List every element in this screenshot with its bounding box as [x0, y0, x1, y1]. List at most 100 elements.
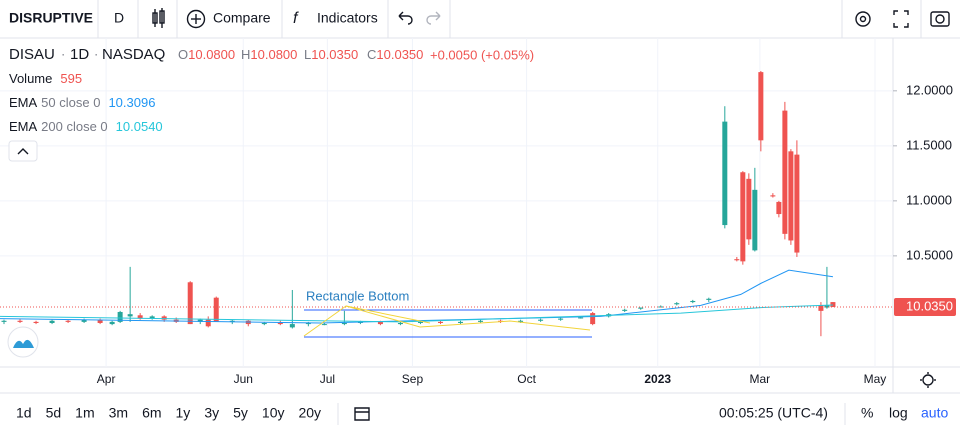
ohlc-item: H10.0800: [241, 47, 297, 62]
candle-body: [558, 318, 564, 320]
candle-body: [161, 316, 167, 320]
collapse-legend[interactable]: [8, 140, 38, 162]
ohlc-value: 10.0350: [376, 47, 423, 62]
range-button[interactable]: 5d: [46, 405, 62, 421]
collapse-arrow: [17, 148, 29, 155]
study-legend: EMA 200 close 0 10.0540: [9, 119, 163, 134]
logo[interactable]: [7, 326, 39, 358]
candle-body: [758, 72, 764, 141]
x-tick-label: May: [864, 372, 887, 386]
log-toggle[interactable]: log: [889, 405, 908, 421]
candle-body: [187, 282, 193, 325]
x-tick-label: 2023: [644, 372, 671, 386]
ohlc-value: 10.0800: [188, 47, 235, 62]
range-button[interactable]: 1y: [176, 405, 191, 421]
ohlc-label: H: [241, 47, 250, 62]
candles-icon[interactable]: [152, 8, 165, 28]
compare-icon[interactable]: [186, 9, 206, 29]
candle-body: [417, 321, 423, 323]
candle-body: [197, 319, 203, 322]
candle-body: [478, 320, 484, 322]
candle-body: [261, 322, 267, 325]
annotation: Rectangle Bottom: [306, 288, 409, 303]
candle-body: [578, 317, 584, 319]
axis-settings[interactable]: [920, 372, 936, 388]
candle-body: [746, 178, 752, 240]
redo[interactable]: [426, 11, 441, 25]
legend-change: +0.0050 (+0.05%): [430, 47, 534, 62]
candle-body: [818, 305, 824, 311]
study-legend: EMA 50 close 0 10.3096: [9, 95, 155, 110]
fx-icon[interactable]: f: [293, 10, 299, 27]
study-params: 200 close 0: [41, 119, 108, 134]
auto-toggle[interactable]: auto: [921, 405, 948, 421]
study-value: 10.3096: [108, 95, 155, 110]
candle-body: [65, 320, 71, 322]
range-button[interactable]: 3y: [204, 405, 219, 421]
range-button[interactable]: 5y: [233, 405, 248, 421]
candle-body: [638, 307, 644, 309]
candle-body: [830, 302, 836, 308]
fullscreen[interactable]: [893, 10, 909, 28]
candle-body: [377, 321, 383, 325]
candle-body: [149, 316, 155, 319]
study-value: 10.0540: [116, 119, 163, 134]
ema-line: [0, 269, 834, 324]
undo[interactable]: [398, 11, 413, 25]
x-tick-label: Sep: [402, 372, 424, 386]
study-name: Volume: [9, 71, 52, 86]
legend: DISAU · 1D · NASDAQ +0.0050 (+0.05%) O10…: [9, 46, 534, 134]
settings[interactable]: [855, 11, 871, 27]
percent-toggle[interactable]: %: [861, 405, 873, 421]
range-button[interactable]: 3m: [109, 405, 128, 421]
logo-mark: [13, 339, 34, 348]
range-button[interactable]: 1m: [75, 405, 94, 421]
rectangle-drawing: Rectangle Bottom: [303, 288, 592, 338]
candle-body: [734, 259, 740, 261]
candle-body: [1, 320, 7, 322]
x-tick-label: Mar: [750, 372, 771, 386]
ohlc-value: 10.0350: [311, 47, 358, 62]
candle-body: [137, 315, 143, 319]
range-button[interactable]: 1d: [16, 405, 32, 421]
candle-body: [33, 321, 39, 323]
candle-body: [81, 319, 87, 322]
ohlc-label: C: [367, 47, 376, 62]
x-tick-label: Oct: [517, 372, 536, 386]
study-value: 595: [60, 71, 82, 86]
compare[interactable]: Compare: [213, 10, 271, 26]
candle-body: [397, 322, 403, 325]
symbol[interactable]: DISRUPTIVE: [9, 10, 93, 26]
x-tick-label: Jul: [320, 372, 335, 386]
ohlc-label: L: [304, 47, 311, 62]
range-button[interactable]: 6m: [142, 405, 161, 421]
candle-body: [277, 322, 283, 325]
candle-body: [590, 313, 596, 325]
x-tick-label: Jun: [234, 372, 253, 386]
y-tick-label: 10.5000: [906, 247, 953, 262]
last-price-label: 10.0350: [906, 298, 953, 313]
candle-body: [117, 311, 123, 322]
ohlc-label: O: [178, 47, 188, 62]
y-tick-label: 12.0000: [906, 82, 953, 97]
range-button[interactable]: 20y: [298, 405, 321, 421]
study-name: EMA: [9, 119, 38, 134]
candle-body: [690, 300, 696, 303]
legend-name: DISAU: [9, 46, 55, 63]
candle-body: [622, 309, 628, 311]
snapshot[interactable]: [930, 11, 950, 27]
candle-body: [722, 121, 728, 226]
clock: 00:05:25 (UTC-4): [719, 405, 828, 421]
ohlc-item: O10.0800: [178, 47, 235, 62]
indicators[interactable]: Indicators: [317, 10, 378, 26]
candle-body: [776, 201, 782, 215]
candle-body: [341, 322, 347, 325]
candle-body: [109, 321, 115, 325]
interval[interactable]: D: [114, 10, 124, 26]
legend-interval: 1D: [70, 46, 89, 63]
date-range-icon[interactable]: [354, 407, 370, 421]
range-button[interactable]: 10y: [262, 405, 285, 421]
candle-body: [674, 303, 680, 305]
plot: [0, 71, 893, 337]
